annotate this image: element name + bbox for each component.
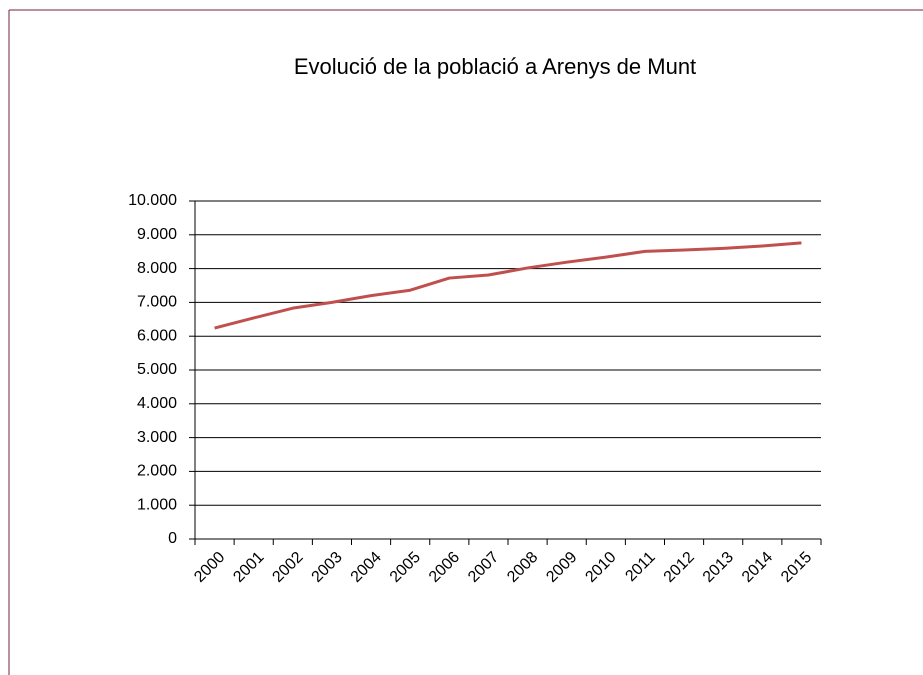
y-tick-label: 9.000 — [137, 226, 177, 243]
chart-title: Evolució de la població a Arenys de Munt — [294, 54, 696, 79]
y-tick-label: 10.000 — [128, 192, 177, 209]
y-tick-label: 8.000 — [137, 260, 177, 277]
y-tick-label: 5.000 — [137, 361, 177, 378]
y-tick-label: 2.000 — [137, 463, 177, 480]
x-tick-label: 2011 — [622, 549, 658, 585]
x-tick-label: 2009 — [543, 549, 580, 586]
x-tick-label: 2004 — [348, 549, 385, 586]
x-tick-label: 2002 — [269, 549, 306, 586]
x-tick-label: 2008 — [504, 549, 541, 586]
x-tick-label: 2006 — [426, 549, 463, 586]
x-tick-label: 2012 — [661, 549, 698, 586]
x-tick-label: 2003 — [309, 549, 346, 586]
x-tick-label: 2007 — [465, 549, 502, 586]
line-series — [214, 241, 802, 330]
x-tick-label: 2013 — [700, 549, 737, 586]
x-tick-label: 2005 — [387, 549, 424, 586]
x-tick-label: 2014 — [739, 549, 776, 586]
y-tick-label: 7.000 — [137, 294, 177, 311]
y-tick-label: 6.000 — [137, 327, 177, 344]
y-tick-label: 0 — [168, 530, 177, 547]
y-tick-label: 3.000 — [137, 429, 177, 446]
y-tick-label: 1.000 — [137, 496, 177, 513]
x-tick-label: 2000 — [191, 549, 228, 586]
x-tick-label: 2010 — [582, 549, 619, 586]
x-tick-label: 2001 — [230, 549, 267, 586]
y-tick-label: 4.000 — [137, 395, 177, 412]
x-tick-label: 2015 — [778, 549, 815, 586]
